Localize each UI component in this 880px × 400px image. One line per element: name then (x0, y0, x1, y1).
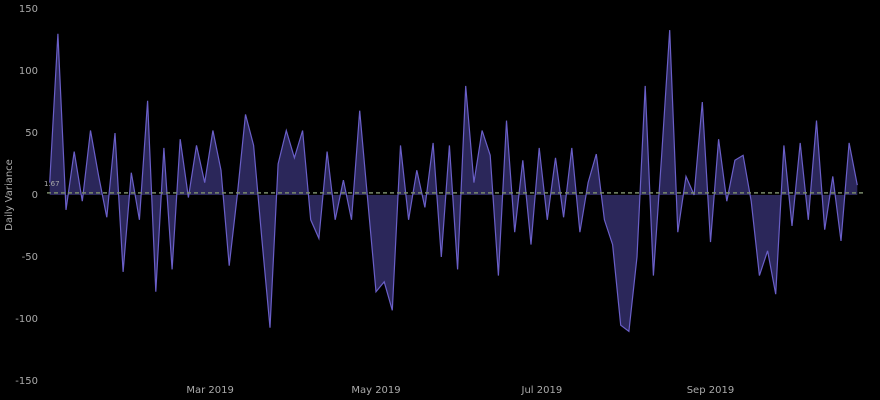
line (49, 30, 858, 333)
y-axis-label: Daily Variance (4, 159, 15, 231)
x-tick-label: Mar 2019 (186, 385, 234, 396)
reference-label: 1.67 (44, 180, 60, 188)
x-tick-label: Sep 2019 (687, 385, 734, 396)
y-tick-label: -100 (15, 314, 38, 325)
x-tick-label: Jul 2019 (521, 385, 563, 396)
y-tick-label: 150 (19, 4, 38, 15)
y-tick-label: -50 (22, 252, 38, 263)
y-tick-label: 100 (19, 66, 38, 77)
x-tick-label: May 2019 (351, 385, 400, 396)
y-tick-label: -150 (15, 376, 38, 387)
y-tick-label: 50 (25, 128, 38, 139)
y-tick-label: 0 (32, 190, 38, 201)
